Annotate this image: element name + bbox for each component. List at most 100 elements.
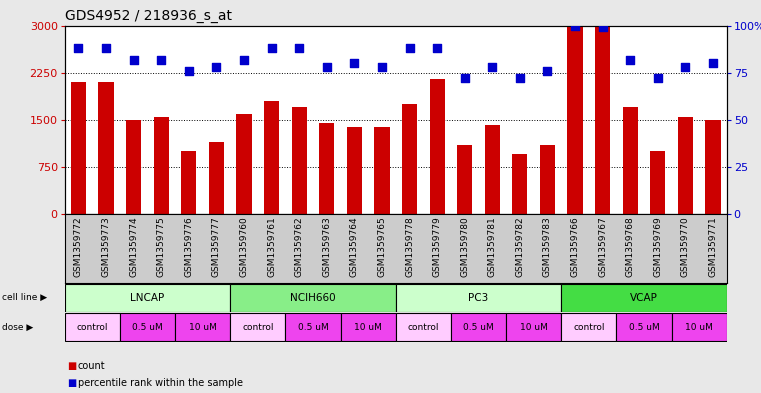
Text: control: control — [242, 323, 273, 332]
Text: GSM1359780: GSM1359780 — [460, 216, 470, 277]
Text: 0.5 uM: 0.5 uM — [629, 323, 659, 332]
Text: GSM1359773: GSM1359773 — [101, 216, 110, 277]
Text: 10 uM: 10 uM — [189, 323, 217, 332]
Bar — [506, 313, 561, 341]
Point — [266, 45, 278, 51]
Point — [486, 64, 498, 70]
Bar — [485, 125, 500, 214]
Text: GSM1359774: GSM1359774 — [129, 216, 139, 277]
Bar — [264, 101, 279, 214]
Point — [72, 45, 84, 51]
Text: dose ▶: dose ▶ — [2, 323, 33, 332]
Point — [128, 56, 140, 62]
Bar — [457, 145, 473, 214]
Bar — [209, 142, 224, 214]
Point — [459, 75, 471, 81]
Text: GSM1359768: GSM1359768 — [626, 216, 635, 277]
Bar — [65, 313, 119, 341]
Bar — [451, 313, 506, 341]
Bar — [671, 313, 727, 341]
Bar — [181, 151, 196, 214]
Bar — [154, 117, 169, 214]
Bar — [396, 284, 561, 312]
Text: 10 uM: 10 uM — [354, 323, 382, 332]
Text: percentile rank within the sample: percentile rank within the sample — [78, 378, 243, 388]
Text: GSM1359763: GSM1359763 — [322, 216, 331, 277]
Text: GSM1359777: GSM1359777 — [212, 216, 221, 277]
Text: GSM1359762: GSM1359762 — [295, 216, 304, 277]
Text: GSM1359767: GSM1359767 — [598, 216, 607, 277]
Point — [651, 75, 664, 81]
Text: ■: ■ — [67, 378, 76, 388]
Text: GSM1359764: GSM1359764 — [350, 216, 359, 277]
Text: GSM1359776: GSM1359776 — [184, 216, 193, 277]
Bar — [561, 284, 727, 312]
Point — [349, 60, 361, 66]
Bar — [119, 313, 175, 341]
Bar — [126, 120, 142, 214]
Text: GSM1359772: GSM1359772 — [74, 216, 83, 277]
Bar — [98, 82, 113, 214]
Point — [403, 45, 416, 51]
Text: GSM1359765: GSM1359765 — [377, 216, 387, 277]
Point — [238, 56, 250, 62]
Bar — [230, 313, 285, 341]
Text: GSM1359778: GSM1359778 — [405, 216, 414, 277]
Text: 10 uM: 10 uM — [685, 323, 713, 332]
Point — [376, 64, 388, 70]
Text: PC3: PC3 — [468, 293, 489, 303]
Bar — [595, 26, 610, 214]
Bar — [285, 313, 341, 341]
Bar — [678, 117, 693, 214]
Text: cell line ▶: cell line ▶ — [2, 293, 46, 302]
Bar — [616, 313, 671, 341]
Bar — [402, 104, 417, 214]
Text: GSM1359782: GSM1359782 — [515, 216, 524, 277]
Text: 0.5 uM: 0.5 uM — [463, 323, 494, 332]
Bar — [622, 107, 638, 214]
Bar — [65, 284, 230, 312]
Text: control: control — [77, 323, 108, 332]
Point — [293, 45, 305, 51]
Text: ■: ■ — [67, 361, 76, 371]
Bar — [347, 127, 362, 214]
Bar — [429, 79, 444, 214]
Point — [624, 56, 636, 62]
Bar — [561, 313, 616, 341]
Text: GSM1359769: GSM1359769 — [653, 216, 662, 277]
Point — [514, 75, 526, 81]
Text: control: control — [573, 323, 604, 332]
Point — [210, 64, 222, 70]
Text: GSM1359766: GSM1359766 — [571, 216, 580, 277]
Bar — [319, 123, 334, 214]
Text: GSM1359761: GSM1359761 — [267, 216, 276, 277]
Text: GSM1359783: GSM1359783 — [543, 216, 552, 277]
Text: GSM1359770: GSM1359770 — [681, 216, 690, 277]
Point — [597, 24, 609, 31]
Point — [431, 45, 443, 51]
Bar — [374, 127, 390, 214]
Point — [183, 68, 195, 74]
Bar — [650, 151, 665, 214]
Bar — [340, 313, 396, 341]
Text: control: control — [408, 323, 439, 332]
Point — [100, 45, 112, 51]
Text: GSM1359771: GSM1359771 — [708, 216, 718, 277]
Text: GSM1359775: GSM1359775 — [157, 216, 166, 277]
Text: NCIH660: NCIH660 — [290, 293, 336, 303]
Bar — [71, 82, 86, 214]
Text: VCAP: VCAP — [630, 293, 658, 303]
Point — [680, 64, 692, 70]
Point — [320, 64, 333, 70]
Text: GSM1359779: GSM1359779 — [432, 216, 441, 277]
Point — [155, 56, 167, 62]
Text: 10 uM: 10 uM — [520, 323, 548, 332]
Bar — [512, 154, 527, 214]
Bar — [705, 120, 721, 214]
Text: GSM1359781: GSM1359781 — [488, 216, 497, 277]
Bar — [237, 114, 252, 214]
Point — [707, 60, 719, 66]
Text: 0.5 uM: 0.5 uM — [132, 323, 163, 332]
Point — [569, 22, 581, 29]
Text: GSM1359760: GSM1359760 — [240, 216, 249, 277]
